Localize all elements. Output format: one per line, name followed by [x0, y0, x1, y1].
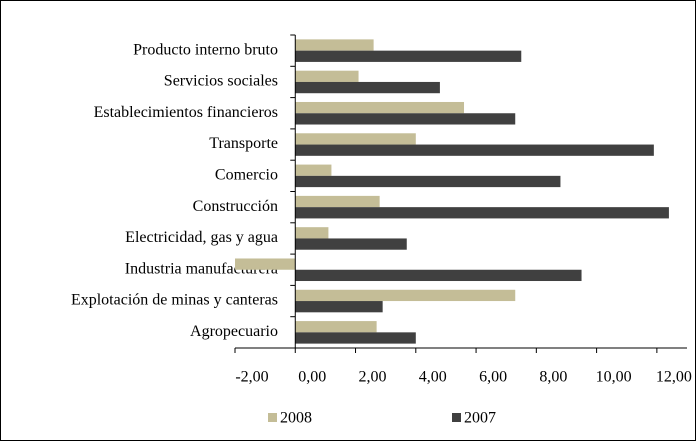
- y-tick-label: Comercio: [215, 167, 278, 184]
- legend-swatch: [268, 413, 277, 422]
- bar: [295, 269, 582, 282]
- x-tick-label: 2,00: [359, 369, 387, 386]
- y-tick-label: Servicios sociales: [164, 73, 278, 90]
- bar: [295, 238, 407, 250]
- bar: [295, 207, 669, 219]
- bar: [295, 289, 516, 302]
- x-tick-label: 12,00: [656, 369, 692, 386]
- y-tick-label: Establecimientos financieros: [94, 104, 278, 121]
- bar: [235, 258, 296, 270]
- bar: [295, 321, 377, 333]
- x-tick-label: 8,00: [539, 369, 567, 386]
- y-tick-label: Electricidad, gas y agua: [125, 229, 278, 246]
- bar: [295, 50, 522, 62]
- y-tick-label: Transporte: [209, 135, 278, 152]
- bar: [295, 70, 359, 82]
- y-tick-label: Producto interno bruto: [133, 41, 278, 58]
- bar: [295, 175, 561, 188]
- bar: [295, 144, 654, 156]
- y-tick-label: Construcción: [193, 198, 278, 215]
- bar: [295, 301, 383, 313]
- y-tick-label: Explotación de minas y canteras: [71, 292, 278, 309]
- legend-label: 2007: [464, 410, 496, 427]
- x-tick-label: 10,00: [596, 369, 632, 386]
- bar: [295, 227, 329, 239]
- x-tick-label: 0,00: [298, 369, 326, 386]
- bar: [295, 101, 465, 114]
- y-tick-label: Agropecuario: [190, 323, 278, 340]
- x-tick-label: 4,00: [419, 369, 447, 386]
- bar: [295, 164, 332, 176]
- legend-swatch: [452, 413, 461, 422]
- bar: [295, 332, 416, 344]
- x-tick-label: -2,00: [235, 369, 268, 386]
- x-tick-label: 6,00: [479, 369, 507, 386]
- bar: [295, 195, 380, 208]
- bar: [295, 39, 374, 51]
- bar: [295, 133, 416, 145]
- bar: [295, 113, 516, 125]
- bar: [295, 81, 440, 94]
- legend-label: 2008: [280, 410, 312, 427]
